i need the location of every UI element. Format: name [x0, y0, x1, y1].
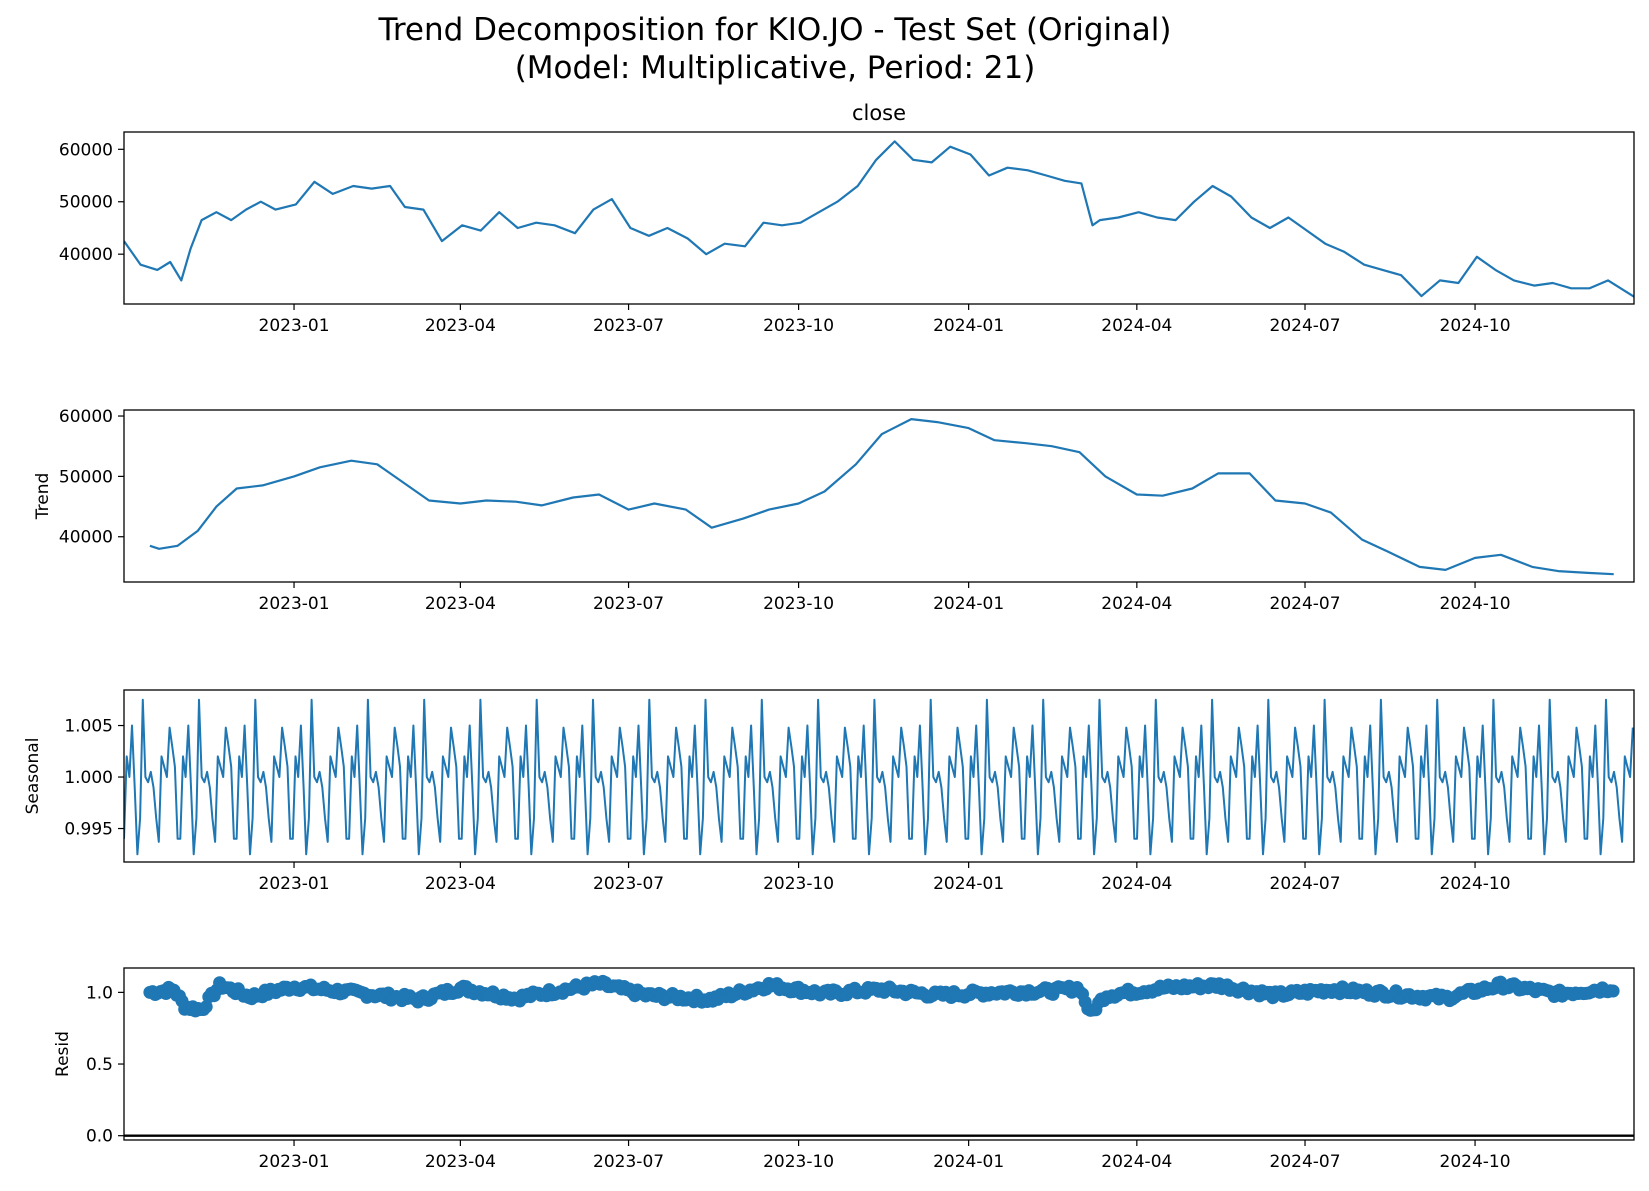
seasonal-line — [124, 698, 1634, 856]
x-tick-label: 2023-10 — [763, 1152, 834, 1172]
y-tick-label: 0.995 — [64, 820, 113, 840]
x-tick-label: 2023-04 — [425, 316, 496, 336]
x-tick-label: 2024-10 — [1440, 316, 1511, 336]
x-tick-label: 2024-07 — [1270, 594, 1341, 614]
x-tick-label: 2024-04 — [1101, 594, 1172, 614]
y-tick-label: 40000 — [59, 528, 113, 548]
x-tick-label: 2023-07 — [593, 874, 664, 894]
x-tick-label: 2024-04 — [1101, 316, 1172, 336]
axes-frame — [123, 409, 1635, 583]
series-line — [149, 418, 1614, 576]
resid-point — [1606, 984, 1620, 998]
x-tick-label: 2023-07 — [593, 1152, 664, 1172]
plot-area — [124, 140, 1634, 298]
x-tick-label: 2024-04 — [1101, 1152, 1172, 1172]
y-axis-label: Trend — [33, 473, 53, 521]
x-tick-label: 2024-07 — [1270, 874, 1341, 894]
figure-title-line-2: (Model: Multiplicative, Period: 21) — [515, 50, 1036, 86]
x-tick-label: 2024-10 — [1440, 594, 1511, 614]
x-tick-label: 2024-10 — [1440, 874, 1511, 894]
y-tick-label: 0.0 — [86, 1127, 113, 1147]
x-tick-label: 2024-07 — [1270, 1152, 1341, 1172]
x-tick-label: 2023-10 — [763, 316, 834, 336]
x-tick-label: 2023-04 — [425, 1152, 496, 1172]
y-tick-label: 1.000 — [64, 768, 113, 788]
resid-point — [199, 1000, 213, 1014]
series-line — [124, 140, 1634, 298]
x-tick-label: 2023-07 — [593, 316, 664, 336]
y-axis-label: Resid — [53, 1031, 73, 1077]
x-tick-label: 2023-01 — [259, 594, 330, 614]
x-tick-label: 2023-04 — [425, 874, 496, 894]
plot-area — [124, 974, 1634, 1137]
y-tick-label: 60000 — [59, 407, 113, 427]
y-tick-label: 60000 — [59, 140, 113, 160]
x-tick-label: 2023-04 — [425, 594, 496, 614]
panel-4: 2023-01 2023-04 2023-07 2023-10 2024-01 2024-… — [53, 967, 1635, 1172]
x-tick-label: 2023-07 — [593, 594, 664, 614]
panel-2: 2023-01 2023-04 2023-07 2023-10 2024-01 2024-… — [33, 407, 1635, 614]
x-tick-label: 2023-10 — [763, 874, 834, 894]
axes-frame — [123, 131, 1635, 305]
x-tick-label: 2024-07 — [1270, 316, 1341, 336]
y-tick-label: 50000 — [59, 193, 113, 213]
x-tick-label: 2024-01 — [933, 1152, 1004, 1172]
panel-1: 2023-01 2023-04 2023-07 2023-10 2024-01 2024-… — [59, 101, 1635, 336]
axes-frame — [123, 689, 1635, 863]
figure-title-line-1: Trend Decomposition for KIO.JO - Test Se… — [377, 12, 1171, 48]
x-tick-label: 2024-04 — [1101, 874, 1172, 894]
y-axis-label: Seasonal — [23, 738, 43, 815]
panel-3: 2023-01 2023-04 2023-07 2023-10 2024-01 2024-… — [23, 689, 1635, 894]
x-tick-label: 2024-01 — [933, 874, 1004, 894]
x-tick-label: 2023-01 — [259, 316, 330, 336]
y-tick-label: 40000 — [59, 245, 113, 265]
x-tick-label: 2024-01 — [933, 316, 1004, 336]
x-tick-label: 2023-01 — [259, 1152, 330, 1172]
panels: 2023-01 2023-04 2023-07 2023-10 2024-01 2024-… — [23, 101, 1635, 1172]
y-tick-label: 1.0 — [86, 983, 113, 1003]
plot-area — [124, 698, 1634, 856]
plot-area — [149, 418, 1614, 576]
x-tick-label: 2024-10 — [1440, 1152, 1511, 1172]
y-tick-label: 50000 — [59, 467, 113, 487]
y-tick-label: 1.005 — [64, 717, 113, 737]
x-tick-label: 2023-10 — [763, 594, 834, 614]
axes-frame — [123, 967, 1635, 1141]
y-tick-label: 0.5 — [86, 1055, 113, 1075]
x-tick-label: 2023-01 — [259, 874, 330, 894]
x-tick-label: 2024-01 — [933, 594, 1004, 614]
panel-title: close — [852, 101, 906, 125]
